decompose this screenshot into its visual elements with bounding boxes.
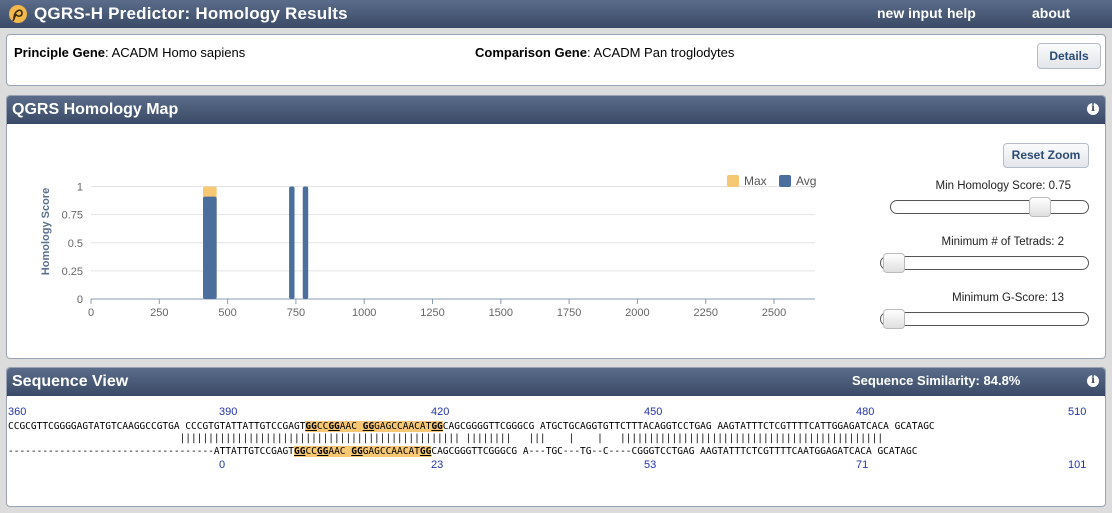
y-tick-label: 0 bbox=[77, 294, 83, 306]
bottom-position-label: 23 bbox=[431, 459, 444, 471]
bottom-position-label: 101 bbox=[1068, 459, 1087, 471]
min-gscore-label: Minimum G-Score: 13 bbox=[952, 292, 1064, 304]
sequence-view-panel: Sequence View Sequence Similarity: 84.8%… bbox=[6, 367, 1106, 507]
x-tick-label: 2250 bbox=[693, 307, 717, 319]
top-position-label: 420 bbox=[431, 406, 450, 418]
homology-map-panel: QGRS Homology Map i 0 0.25 0.5 0.75 1 0 250 500… bbox=[6, 95, 1106, 359]
nav-help-link[interactable]: help bbox=[947, 5, 976, 21]
x-tick-label: 0 bbox=[88, 307, 94, 319]
nav-new-input-link[interactable]: new input bbox=[877, 5, 943, 21]
top-position-label: 390 bbox=[219, 406, 238, 418]
y-tick-label: 0.25 bbox=[62, 266, 83, 278]
info-icon[interactable]: i bbox=[1087, 375, 1099, 387]
sequence-view-header: Sequence View Sequence Similarity: 84.8%… bbox=[7, 368, 1105, 396]
min-homology-slider-thumb[interactable] bbox=[1029, 197, 1051, 217]
x-tick-label: 2500 bbox=[762, 307, 786, 319]
top-position-label: 480 bbox=[856, 406, 875, 418]
nav-about-link[interactable]: about bbox=[1032, 5, 1071, 21]
min-tetrads-slider[interactable] bbox=[880, 253, 1089, 273]
legend-label: Avg bbox=[796, 174, 816, 188]
homology-chart: 0 0.25 0.5 0.75 1 0 250 500 750 1000 1250 1500 1750 2… bbox=[40, 174, 816, 319]
min-tetrads-slider-thumb[interactable] bbox=[883, 253, 905, 273]
x-tick-label: 1500 bbox=[489, 307, 513, 319]
comparison-gene-label: Comparison Gene bbox=[475, 45, 587, 60]
principle-gene-label: Principle Gene bbox=[14, 45, 106, 60]
y-tick-label: 0.5 bbox=[68, 238, 83, 250]
comparison-sequence-row: ------------------------------------ATTA… bbox=[8, 446, 918, 457]
seq-segment: CCGCGTTCGGGGAGTATGTCAAGGCCGTGA CCCGTGTAT… bbox=[8, 421, 306, 432]
gene-info-panel: Principle Gene: ACADM Homo sapiens Compa… bbox=[6, 34, 1106, 86]
seq-segment: CAGCGGGGTTCGGGCG ATGCTGCAGGTGTTCTTTACAGG… bbox=[442, 421, 935, 432]
y-tick-label: 0.75 bbox=[62, 210, 83, 222]
qgrs-highlight: GGCCGGAAC GGGAGCCAACATGG bbox=[305, 421, 443, 432]
app-logo-icon bbox=[9, 5, 27, 23]
reset-zoom-button[interactable]: Reset Zoom bbox=[1003, 143, 1089, 168]
y-tick-label: 1 bbox=[77, 182, 83, 194]
bar-avg bbox=[289, 186, 295, 299]
details-button[interactable]: Details bbox=[1037, 43, 1101, 69]
min-gscore-slider[interactable] bbox=[880, 309, 1089, 329]
min-gscore-slider-thumb[interactable] bbox=[883, 309, 905, 329]
qgrs-highlight: GGCCGGAAC GGGAGCCAACATGG bbox=[293, 446, 432, 457]
principle-gene-value: ACADM Homo sapiens bbox=[111, 45, 246, 60]
bar-avg bbox=[203, 196, 217, 299]
bottom-position-label: 0 bbox=[219, 459, 226, 471]
y-axis-label: Homology Score bbox=[40, 188, 52, 275]
top-position-label: 510 bbox=[1068, 406, 1087, 418]
top-position-label: 360 bbox=[8, 406, 27, 418]
min-homology-slider[interactable] bbox=[890, 197, 1089, 217]
legend-label: Max bbox=[744, 174, 767, 188]
homology-map-header: QGRS Homology Map i bbox=[7, 96, 1105, 124]
comparison-gene: Comparison Gene: ACADM Pan troglodytes bbox=[475, 45, 735, 60]
bottom-position-label: 53 bbox=[644, 459, 657, 471]
legend-swatch bbox=[779, 175, 791, 187]
sequence-similarity: Sequence Similarity: 84.8% bbox=[852, 373, 1021, 388]
bar-avg bbox=[302, 186, 309, 299]
x-tick-label: 250 bbox=[150, 307, 168, 319]
x-tick-label: 2000 bbox=[625, 307, 649, 319]
match-line: ||||||||||||||||||||||||||||||||||||||||… bbox=[8, 433, 884, 444]
principle-gene: Principle Gene: ACADM Homo sapiens bbox=[14, 45, 246, 60]
bottom-position-label: 71 bbox=[856, 459, 869, 471]
app-header: QGRS-H Predictor: Homology Results new i… bbox=[0, 0, 1112, 28]
x-tick-label: 1250 bbox=[420, 307, 444, 319]
x-tick-label: 1000 bbox=[352, 307, 376, 319]
min-tetrads-label: Minimum # of Tetrads: 2 bbox=[941, 236, 1064, 248]
seq-segment: CAGCGGGTTCGGGCG A---TGC---TG--C----CGGGT… bbox=[431, 446, 918, 457]
x-tick-label: 750 bbox=[287, 307, 305, 319]
info-icon[interactable]: i bbox=[1087, 103, 1099, 115]
homology-map-title: QGRS Homology Map bbox=[12, 101, 179, 118]
comparison-gene-value: ACADM Pan troglodytes bbox=[593, 45, 735, 60]
legend-swatch bbox=[727, 175, 739, 187]
seq-segment: ------------------------------------ATTA… bbox=[8, 446, 294, 457]
principle-sequence-row: CCGCGTTCGGGGAGTATGTCAAGGCCGTGA CCCGTGTAT… bbox=[8, 421, 935, 432]
top-position-label: 450 bbox=[644, 406, 663, 418]
x-tick-label: 1750 bbox=[557, 307, 581, 319]
app-title: QGRS-H Predictor: Homology Results bbox=[34, 4, 348, 23]
sequence-view-title: Sequence View bbox=[12, 373, 129, 390]
min-homology-label: Min Homology Score: 0.75 bbox=[935, 180, 1071, 192]
x-tick-label: 500 bbox=[218, 307, 236, 319]
